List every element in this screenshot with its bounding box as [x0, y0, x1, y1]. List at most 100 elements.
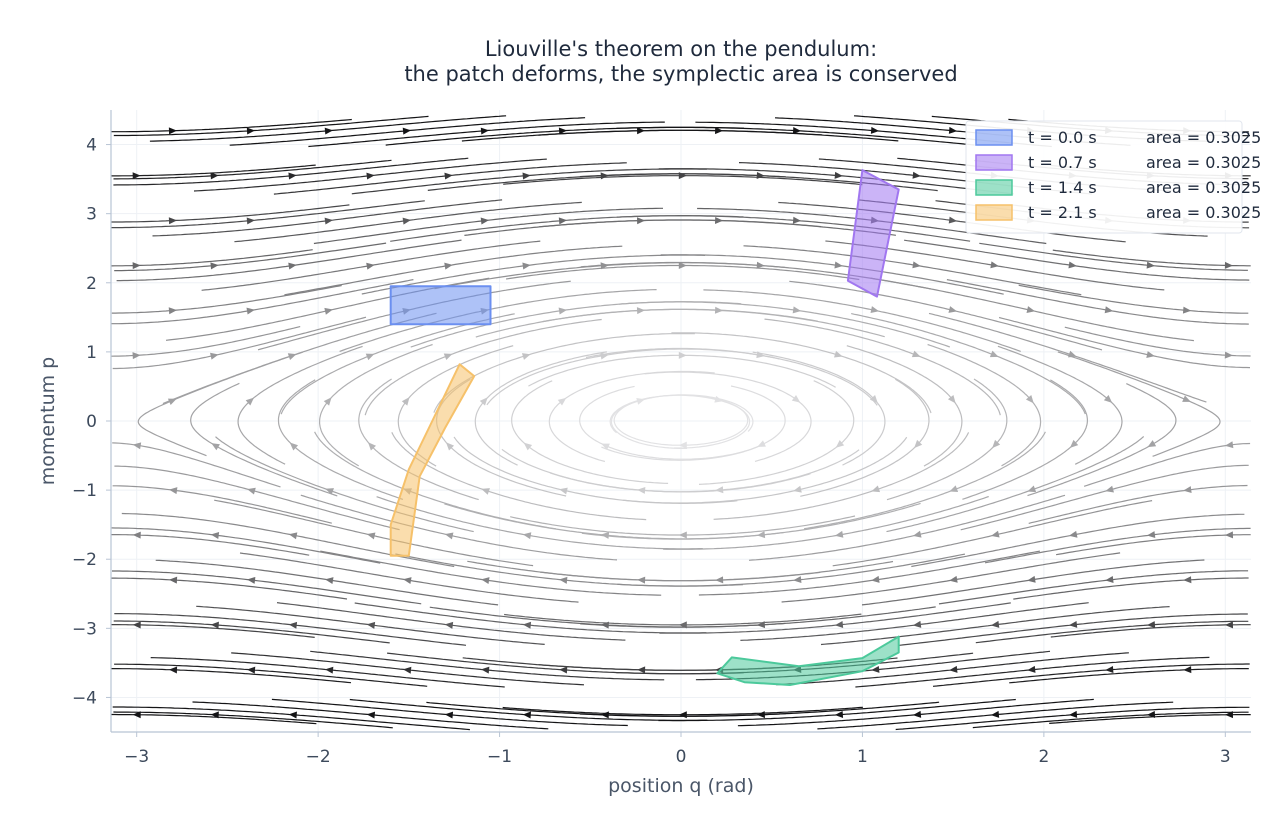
stream-arrow	[914, 439, 923, 449]
chart-title-line-2: the patch deforms, the symplectic area i…	[404, 62, 957, 86]
streamline	[114, 613, 467, 646]
stream-arrow	[1183, 486, 1192, 494]
stream-arrow	[522, 262, 531, 270]
streamline	[506, 264, 860, 281]
stream-arrow	[481, 577, 490, 584]
stream-arrow	[947, 394, 956, 404]
stream-arrow	[715, 127, 724, 135]
stream-arrow	[756, 711, 765, 719]
stream-arrow	[522, 532, 532, 540]
stream-arrow	[443, 353, 453, 361]
streamline	[1052, 249, 1251, 267]
stream-arrow	[911, 350, 921, 358]
y-tick-label: 3	[86, 205, 97, 225]
streamline	[111, 326, 301, 357]
stream-arrow	[210, 352, 219, 360]
x-tick-label: −1	[487, 747, 512, 767]
stream-arrow	[1224, 351, 1233, 359]
x-axis-label: position q (rad)	[608, 775, 754, 797]
streamline	[474, 351, 607, 466]
stream-arrow	[1183, 666, 1192, 674]
streamline	[501, 448, 811, 493]
stream-arrow	[756, 261, 765, 269]
stream-arrow	[792, 306, 802, 314]
stream-arrow	[168, 127, 177, 135]
x-tick-label: 0	[676, 747, 687, 767]
stream-arrow	[678, 351, 687, 359]
streamline	[113, 115, 429, 137]
y-tick-label: −3	[72, 619, 97, 639]
stream-arrow	[1224, 531, 1234, 539]
y-tick-label: 4	[86, 136, 97, 156]
stream-arrow	[834, 261, 843, 269]
streamline	[113, 711, 393, 729]
stream-arrow	[1105, 666, 1114, 673]
stream-arrow	[601, 443, 610, 451]
stream-arrow	[1025, 394, 1034, 404]
streamline	[984, 527, 1251, 564]
stream-arrow	[871, 575, 880, 583]
streamline	[190, 382, 338, 497]
legend-area: area = 0.3025	[1146, 153, 1261, 172]
stream-arrow	[834, 710, 844, 718]
streamline	[511, 380, 669, 484]
stream-arrow	[1146, 261, 1155, 269]
legend: t = 0.0 s area = 0.3025 t = 0.7 s area = 0.…	[965, 120, 1261, 234]
stream-arrow	[366, 172, 375, 180]
stream-arrow	[325, 488, 334, 495]
stream-arrow	[912, 530, 922, 538]
stream-arrow	[912, 710, 922, 718]
stream-arrow	[324, 127, 333, 135]
stream-arrow	[403, 577, 412, 585]
stream-arrow	[678, 711, 687, 719]
streamline	[800, 378, 930, 497]
streamline	[113, 620, 390, 644]
legend-swatch	[975, 179, 1013, 196]
stream-arrow	[444, 532, 454, 540]
streamline	[1009, 668, 1249, 684]
stream-arrow	[521, 353, 531, 360]
legend-area: area = 0.3025	[1146, 203, 1261, 222]
stream-arrow	[480, 217, 490, 225]
streamline	[972, 711, 1249, 729]
stream-arrow	[132, 531, 141, 539]
stream-arrow	[912, 261, 921, 269]
stream-arrow	[559, 487, 568, 495]
stream-arrow	[558, 307, 568, 315]
stream-arrow	[288, 532, 298, 540]
streamline	[899, 613, 1248, 646]
streamline	[660, 254, 1004, 295]
streamline	[832, 500, 1153, 567]
legend-time: t = 1.4 s	[1028, 178, 1097, 197]
streamline	[111, 204, 350, 223]
stream-arrow	[1068, 261, 1077, 269]
stream-arrow	[523, 442, 533, 451]
streamline	[698, 550, 1041, 596]
stream-arrow	[557, 397, 567, 406]
stream-arrow	[948, 126, 958, 134]
streamline	[1083, 442, 1251, 487]
stream-arrow	[132, 262, 141, 270]
stream-arrow	[522, 711, 532, 719]
streamline	[112, 442, 281, 488]
stream-arrow	[1146, 351, 1155, 358]
stream-arrow	[325, 577, 334, 585]
streamline	[475, 308, 818, 338]
streamline	[111, 577, 348, 600]
stream-arrow	[990, 261, 999, 269]
streamline	[510, 515, 856, 536]
stream-arrow	[289, 442, 299, 451]
stream-arrow	[757, 440, 766, 447]
streamline	[975, 620, 1249, 644]
stream-arrow	[324, 217, 333, 225]
stream-arrow	[870, 126, 880, 134]
stream-arrow	[481, 666, 490, 674]
streamline	[698, 380, 855, 485]
stream-arrow	[834, 350, 843, 358]
stream-arrow	[210, 711, 219, 719]
streamline	[904, 239, 1250, 281]
streamline	[979, 242, 1248, 271]
stream-arrow	[559, 576, 568, 584]
streamline	[112, 316, 367, 370]
